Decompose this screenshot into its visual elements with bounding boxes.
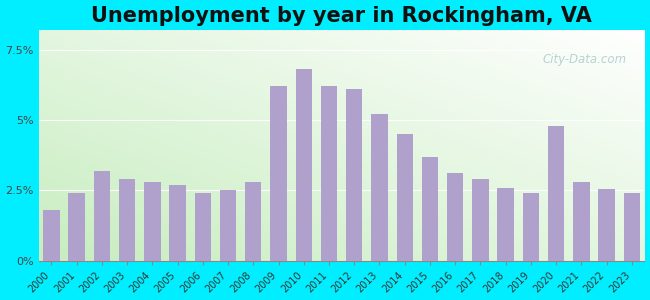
Bar (119, 179, 135, 261)
Bar (548, 126, 564, 261)
Bar (396, 134, 413, 261)
Bar (447, 173, 463, 261)
Title: Unemployment by year in Rockingham, VA: Unemployment by year in Rockingham, VA (91, 6, 592, 26)
Bar (296, 69, 312, 261)
Bar (573, 182, 590, 261)
Bar (68, 193, 85, 261)
Bar (523, 193, 539, 261)
Bar (94, 171, 110, 261)
Bar (194, 193, 211, 261)
Bar (422, 157, 438, 261)
Bar (144, 182, 161, 261)
Bar (170, 185, 186, 261)
Bar (245, 182, 261, 261)
Bar (346, 89, 363, 261)
Bar (497, 188, 514, 261)
Text: City-Data.com: City-Data.com (542, 53, 626, 66)
Bar (371, 114, 387, 261)
Bar (472, 179, 489, 261)
Bar (43, 210, 60, 261)
Bar (599, 189, 615, 261)
Bar (623, 193, 640, 261)
Bar (270, 86, 287, 261)
Bar (220, 190, 236, 261)
Bar (321, 86, 337, 261)
